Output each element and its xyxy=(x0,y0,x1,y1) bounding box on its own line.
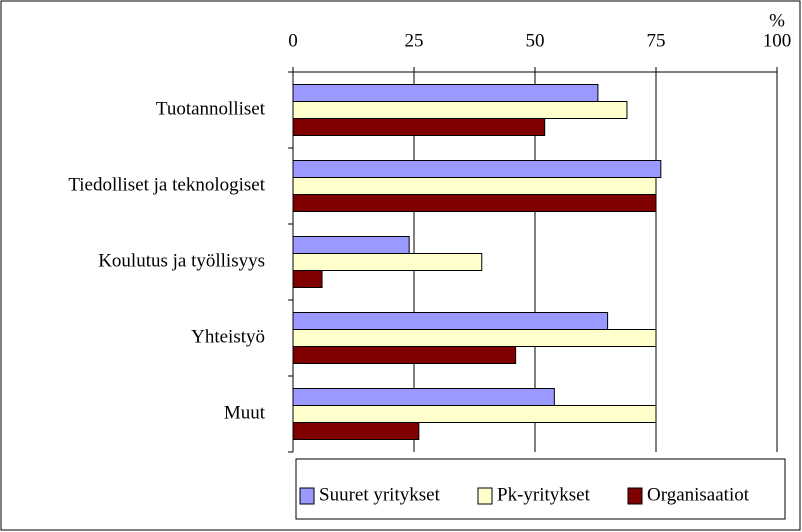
x-tick-label: 25 xyxy=(405,30,424,51)
bar xyxy=(292,388,555,406)
bar xyxy=(292,236,410,254)
legend-box xyxy=(295,458,786,520)
y-tick-label: Yhteistyö xyxy=(191,326,265,347)
x-tick-label: 100 xyxy=(763,30,792,51)
x-tick-label: 50 xyxy=(526,30,545,51)
y-tick-label: Tiedolliset ja teknologiset xyxy=(68,174,265,195)
bar xyxy=(292,312,609,330)
bar xyxy=(292,329,657,347)
bar xyxy=(292,253,483,271)
bar xyxy=(292,194,657,212)
legend-label: Suuret yritykset xyxy=(319,484,441,505)
y-tick-label: Muut xyxy=(224,402,266,423)
bar xyxy=(292,84,599,102)
bar xyxy=(292,270,323,288)
bar xyxy=(292,101,628,119)
x-axis-label: % xyxy=(769,10,785,31)
legend-swatch xyxy=(299,487,315,505)
bar xyxy=(292,346,517,364)
x-tick-label: 0 xyxy=(288,30,298,51)
legend-label: Pk-yritykset xyxy=(497,484,591,505)
y-tick-label: Tuotannolliset xyxy=(156,98,266,119)
bar xyxy=(292,160,662,178)
bar xyxy=(292,422,420,440)
legend-label: Organisaatiot xyxy=(647,484,750,505)
legend-swatch xyxy=(627,487,643,505)
legend-swatch xyxy=(477,487,493,505)
x-tick-label: 75 xyxy=(647,30,666,51)
bar xyxy=(292,177,657,195)
y-tick-label: Koulutus ja työllisyys xyxy=(98,250,265,271)
bar xyxy=(292,118,546,136)
bar xyxy=(292,405,657,423)
